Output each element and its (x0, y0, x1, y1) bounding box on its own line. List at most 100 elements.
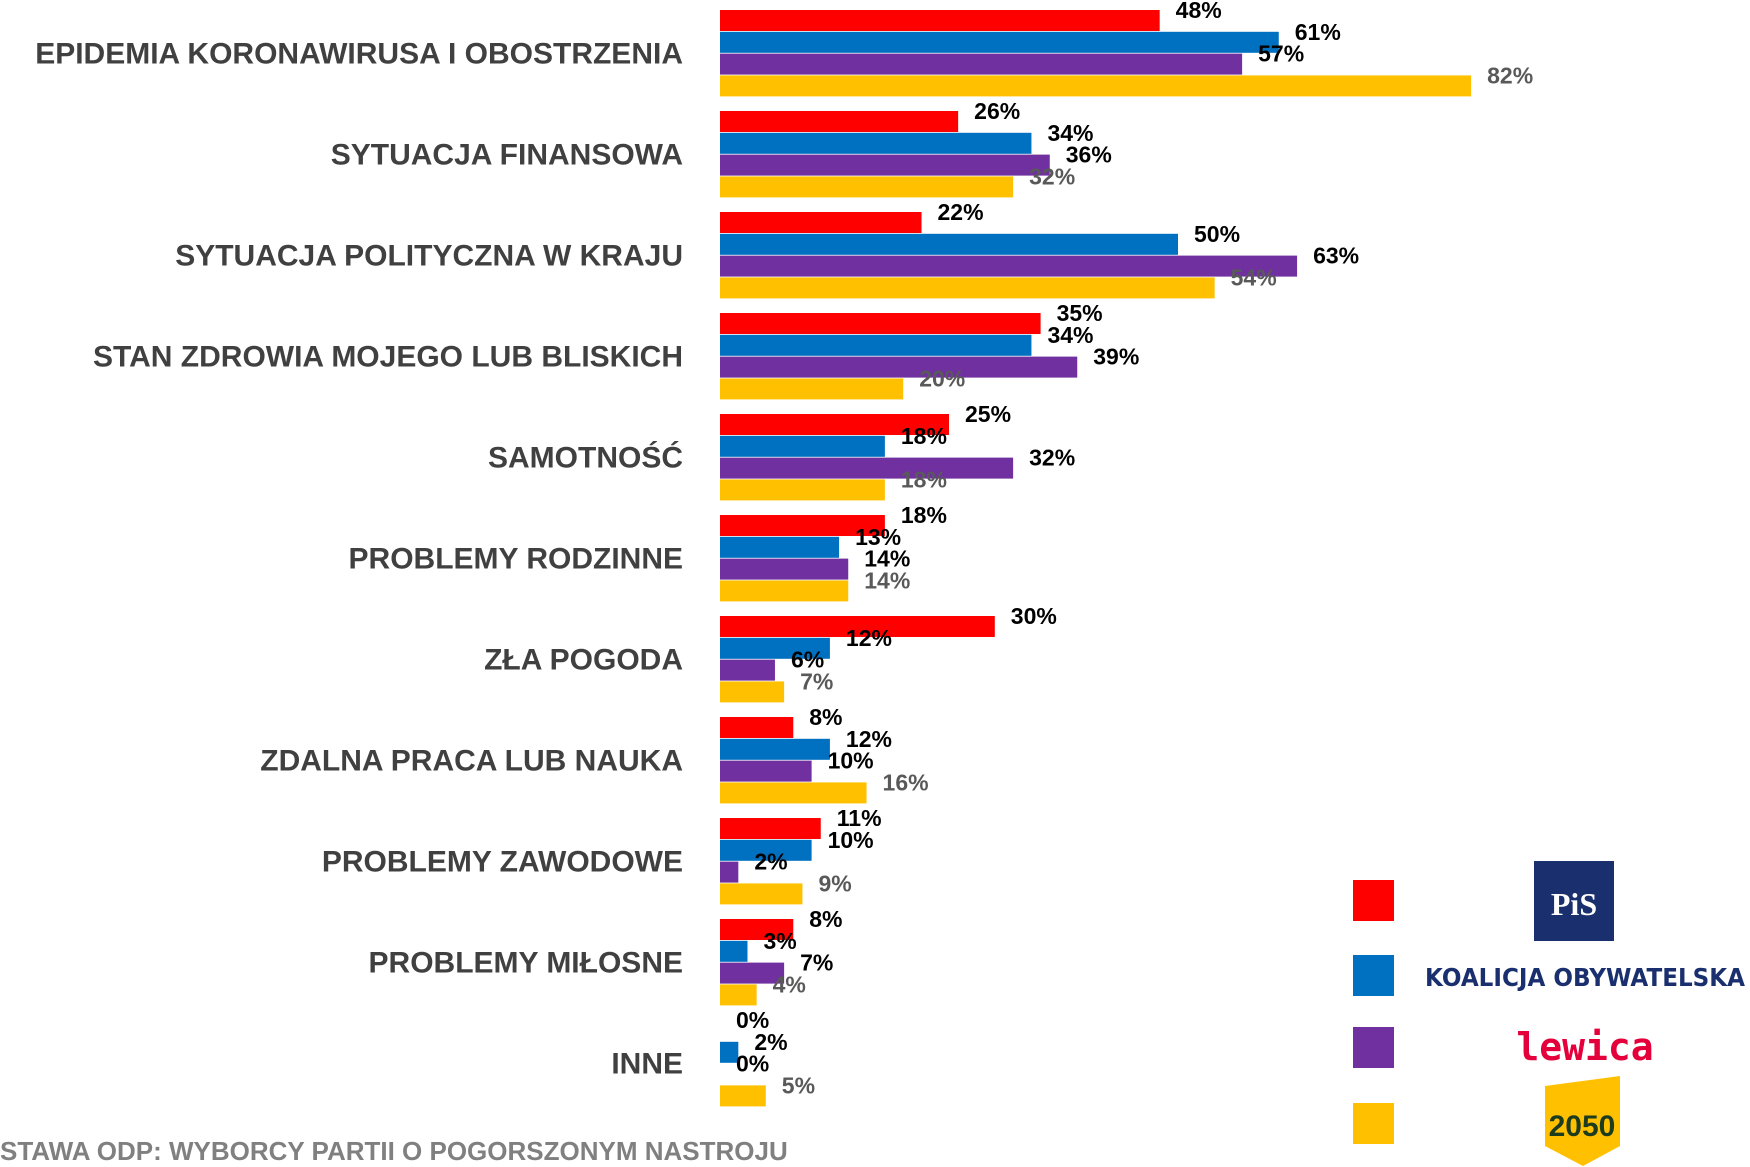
bar (720, 356, 1078, 378)
value-label: 3% (763, 928, 796, 954)
value-label: 35% (1057, 300, 1103, 326)
value-label: 82% (1487, 62, 1533, 88)
bar (720, 378, 904, 400)
legend-swatch (1353, 1027, 1394, 1068)
legend-label: lewica (1516, 1025, 1653, 1069)
bar (720, 277, 1215, 299)
category-label: INNE (611, 1048, 683, 1081)
bar (720, 10, 1160, 31)
bar (720, 558, 849, 580)
category-label: PROBLEMY RODZINNE (349, 543, 683, 576)
value-label: 48% (1176, 0, 1222, 23)
bar (720, 659, 775, 681)
logo-shape (1545, 1076, 1620, 1166)
bar (720, 212, 922, 233)
bar (720, 31, 1279, 53)
bar (720, 334, 1032, 356)
category-label: SYTUACJA POLITYCZNA W KRAJU (175, 240, 683, 273)
value-label: 7% (800, 950, 833, 976)
bar (720, 313, 1041, 334)
legend-swatch (1353, 955, 1394, 996)
bar (720, 738, 830, 760)
value-label: 34% (1047, 120, 1093, 146)
category-label: STAN ZDROWIA MOJEGO LUB BLISKICH (93, 341, 683, 374)
value-label: 26% (974, 98, 1020, 124)
bar (720, 782, 867, 804)
bar (720, 233, 1178, 255)
value-label: 2% (754, 1029, 787, 1055)
value-label: 18% (901, 502, 947, 528)
bar (720, 75, 1472, 97)
bar (720, 681, 785, 703)
category-label: PROBLEMY ZAWODOWE (322, 846, 683, 879)
bar (720, 580, 849, 602)
value-label: 57% (1258, 41, 1304, 67)
value-label: 10% (828, 827, 874, 853)
bar (720, 940, 748, 962)
value-label: 0% (736, 1007, 769, 1033)
category-label: EPIDEMIA KORONAWIRUSA I OBOSTRZENIA (35, 38, 683, 71)
bar (720, 717, 794, 738)
value-label: 12% (846, 625, 892, 651)
bar (720, 1085, 766, 1107)
bar (720, 919, 794, 940)
value-label: 39% (1093, 344, 1139, 370)
bar (720, 154, 1050, 176)
value-label: 25% (965, 401, 1011, 427)
value-label: 61% (1295, 19, 1341, 45)
category-label: PROBLEMY MIŁOSNE (369, 947, 683, 980)
bar (720, 111, 959, 132)
value-label: 10% (828, 748, 874, 774)
legend-label: 2050 (1549, 1110, 1616, 1143)
value-label: 16% (883, 769, 929, 795)
value-label: 20% (919, 365, 965, 391)
bar (720, 883, 803, 905)
bar (720, 435, 885, 457)
value-label: 22% (938, 199, 984, 225)
bar (720, 479, 885, 501)
value-label: 7% (800, 668, 833, 694)
legend-swatch (1353, 880, 1394, 921)
value-label: 6% (791, 647, 824, 673)
bar (720, 536, 840, 558)
legend-label: KOALICJA OBYWATELSKA (1425, 963, 1746, 992)
bar (720, 1041, 739, 1063)
bar (720, 457, 1014, 479)
bar (720, 53, 1243, 75)
pis-logo (1534, 861, 1614, 941)
value-label: 12% (846, 726, 892, 752)
value-label: 11% (837, 805, 882, 831)
value-label: 5% (782, 1072, 815, 1098)
bar (720, 839, 812, 861)
value-label: 32% (1029, 163, 1075, 189)
bar (720, 760, 812, 782)
bar (720, 414, 949, 435)
value-label: 0% (736, 1051, 769, 1077)
footnote: STAWA ODP: WYBORCY PARTII O POGORSZONYM … (0, 1136, 788, 1166)
value-label: 36% (1066, 142, 1112, 168)
bar (720, 132, 1032, 154)
bar (720, 962, 785, 984)
value-label: 32% (1029, 445, 1075, 471)
category-label: SYTUACJA FINANSOWA (331, 139, 683, 172)
value-label: 18% (901, 423, 947, 449)
value-label: 50% (1194, 221, 1240, 247)
value-label: 9% (818, 870, 851, 896)
value-label: 13% (855, 524, 901, 550)
category-label: ZŁA POGODA (484, 644, 683, 677)
category-label: SAMOTNOŚĆ (488, 441, 683, 475)
value-label: 14% (864, 546, 910, 572)
bar (720, 984, 757, 1006)
value-label: 54% (1231, 264, 1277, 290)
value-label: 18% (901, 466, 947, 492)
bar (720, 637, 830, 659)
bar (720, 616, 995, 637)
value-label: 63% (1313, 243, 1359, 269)
bar (720, 176, 1014, 198)
value-label: 8% (809, 906, 842, 932)
value-label: 4% (773, 971, 806, 997)
bar (720, 861, 739, 883)
bar (720, 515, 885, 536)
legend-label: PiS (1551, 886, 1597, 922)
